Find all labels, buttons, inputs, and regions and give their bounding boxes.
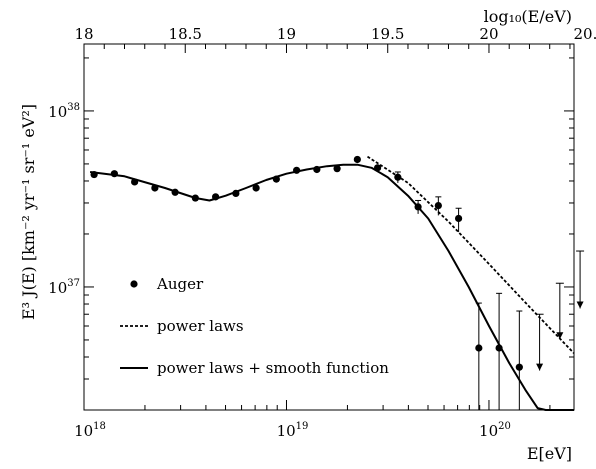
upper-limit-arrow (576, 301, 584, 309)
data-point (110, 170, 118, 178)
data-point (333, 165, 341, 173)
y-tick-label: 1037 (48, 278, 80, 297)
data-point (272, 175, 280, 183)
y-tick-labels: 1037 1038 (48, 102, 80, 297)
legend-label-power-laws: power laws (157, 317, 244, 335)
data-point (252, 184, 260, 192)
data-point (353, 155, 361, 164)
top-tick-label: 20.5 (574, 25, 596, 43)
plot-frame (83, 43, 575, 411)
top-tick-label: 18 (74, 25, 93, 43)
top-tick-label: 19 (277, 25, 296, 43)
top-tick-label: 19.5 (371, 25, 404, 43)
legend-label-smooth: power laws + smooth function (157, 359, 389, 377)
legend: Auger power laws power laws + smooth fun… (120, 275, 389, 377)
data-point (151, 184, 159, 192)
top-tick-label: 20 (479, 25, 498, 43)
right-axis-ticks (564, 57, 574, 411)
x-tick-label: 1019 (277, 421, 309, 440)
y-axis-title: E³ J(E) [km⁻² yr⁻¹ sr⁻¹ eV²] (19, 104, 38, 320)
top-axis-ticks (83, 44, 571, 53)
left-axis-ticks (84, 57, 94, 411)
upper-limit-arrow (536, 363, 544, 371)
data-points (90, 155, 585, 410)
top-tick-label: 18.5 (169, 25, 202, 43)
x-tick-label: 1020 (479, 421, 511, 440)
data-point (454, 214, 463, 223)
x-tick-label: 1018 (74, 421, 106, 440)
top-tick-labels: 18 18.5 19 19.5 20 20.5 (74, 25, 596, 43)
data-point (434, 201, 442, 210)
smooth-function-curve (89, 163, 574, 411)
upper-limit-arrow (556, 332, 564, 340)
data-point (212, 193, 220, 201)
data-point (313, 165, 321, 174)
legend-label-auger: Auger (156, 275, 204, 293)
data-point (232, 189, 240, 198)
x-tick-labels: 1018 1019 1020 (74, 421, 511, 440)
data-point (515, 363, 523, 371)
data-point (293, 166, 301, 174)
data-point (394, 173, 402, 181)
data-point (414, 203, 422, 211)
data-point (495, 344, 503, 352)
data-point (131, 178, 139, 186)
data-point (171, 188, 179, 196)
data-point (475, 344, 483, 352)
legend-marker-auger (130, 280, 138, 288)
top-axis-title: log₁₀(E/eV) (484, 7, 572, 26)
y-tick-label: 1038 (48, 102, 80, 121)
data-point (374, 164, 382, 172)
data-point (90, 170, 98, 179)
x-axis-title: E[eV] (527, 444, 572, 463)
bottom-axis-ticks (83, 400, 551, 410)
data-point (191, 194, 199, 202)
